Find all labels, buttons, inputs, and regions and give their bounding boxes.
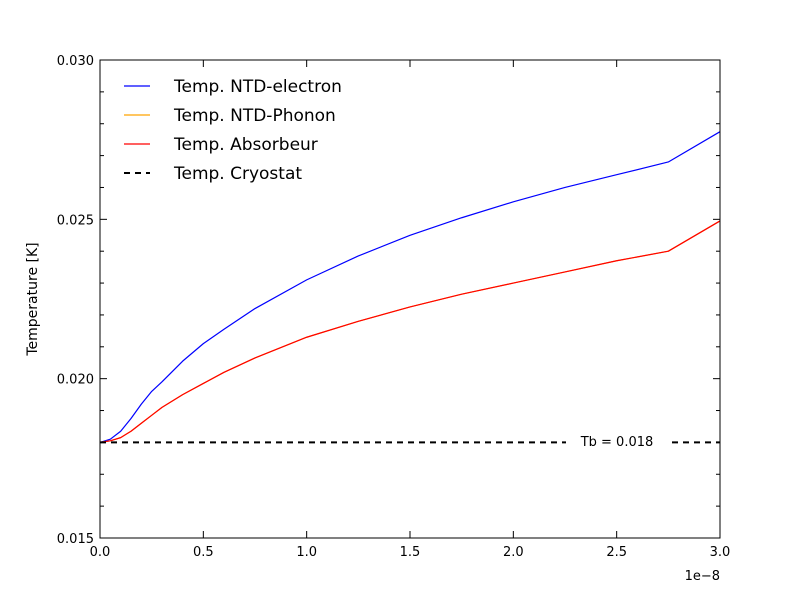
legend-label-temp-cryostat: Temp. Cryostat	[173, 164, 302, 184]
x-tick-label: 3.0	[710, 545, 731, 560]
annotation-layer: Tb = 0.018	[566, 433, 668, 452]
y-tick-label: 0.025	[57, 213, 94, 228]
series-line-temp-ntd-electron	[99, 131, 721, 443]
x-tick-label: 2.0	[503, 545, 524, 560]
x-tick-label: 0.0	[90, 545, 111, 560]
legend-label-temp-absorbeur: Temp. Absorbeur	[173, 135, 318, 155]
x-tick-label: 1.5	[400, 545, 421, 560]
y-tick-label: 0.020	[57, 373, 94, 388]
tb-annotation: Tb = 0.018	[580, 435, 654, 450]
y-tick-label: 0.030	[57, 54, 94, 69]
y-axis-label: Temperature [K]	[25, 242, 41, 356]
y-tick-label: 0.015	[57, 532, 94, 547]
legend-label-temp-ntd-phonon: Temp. NTD-Phonon	[173, 106, 336, 126]
x-offset-label: 1e−8	[685, 569, 720, 584]
x-tick-label: 2.5	[606, 545, 627, 560]
legend: Temp. NTD-electron Temp. NTD-Phonon Temp. …	[124, 77, 342, 184]
ticks-layer: 0.0 0.5 1.0 1.5 2.0 2.5 3.0 0.015 0.020 0.025 0.03…	[57, 54, 731, 560]
plot-area	[100, 60, 720, 538]
annotation-background	[566, 433, 668, 452]
series-line-temp-absorbeur	[99, 220, 721, 443]
x-tick-label: 1.0	[296, 545, 317, 560]
x-tick-label: 0.5	[193, 545, 214, 560]
legend-label-temp-ntd-electron: Temp. NTD-electron	[173, 77, 342, 97]
series-layer	[99, 131, 721, 444]
